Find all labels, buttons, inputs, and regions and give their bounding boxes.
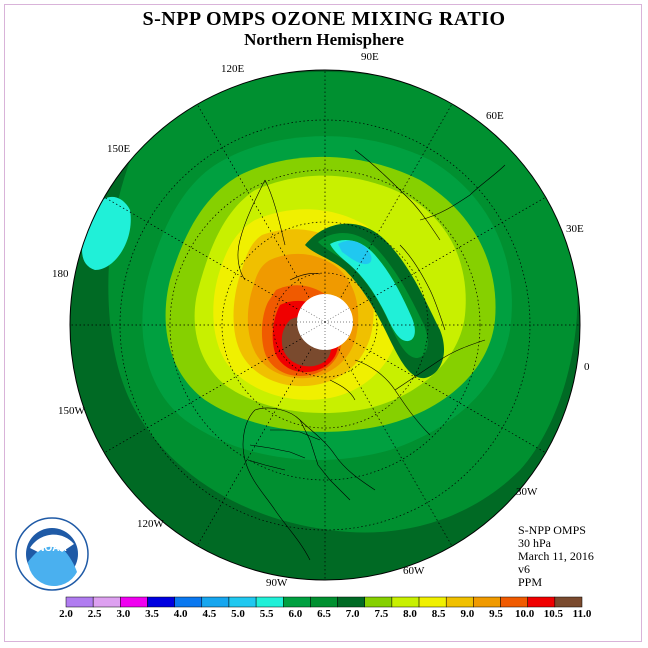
colorbar xyxy=(65,596,583,608)
coastlines xyxy=(237,149,506,561)
colorbar-tick-label: 11.0 xyxy=(572,608,592,620)
colorbar-swatch xyxy=(473,596,501,608)
colorbar-swatch xyxy=(65,596,94,608)
info-instrument: S-NPP OMPS xyxy=(518,523,586,537)
colorbar-swatch xyxy=(201,596,230,608)
colorbar-swatch xyxy=(391,596,420,608)
colorbar-tick-label: 3.0 xyxy=(116,608,131,620)
colorbar-swatch xyxy=(228,596,257,608)
colorbar-tick-label: 4.0 xyxy=(173,608,188,620)
globe-outline xyxy=(69,69,581,581)
colorbar-tick-label: 5.0 xyxy=(231,608,245,620)
lon-label-120e: 120E xyxy=(221,63,245,75)
colorbar-swatch xyxy=(283,596,311,608)
colorbar-swatch xyxy=(147,596,175,608)
colorbar-tick-label: 2.5 xyxy=(87,608,102,620)
noaa-logo: NOAA xyxy=(15,517,89,591)
colorbar-tick-label: 2.0 xyxy=(59,608,73,620)
lon-label-150e: 150E xyxy=(107,143,131,155)
lon-label-90w: 90W xyxy=(266,577,288,589)
colorbar-tick-label: 9.5 xyxy=(489,608,503,620)
colorbar-tick-label: 5.5 xyxy=(259,608,274,620)
colorbar-swatch xyxy=(337,596,365,608)
colorbar-tick-label: 7.0 xyxy=(345,608,360,620)
ozone-field xyxy=(70,70,580,580)
colorbar-swatch xyxy=(174,596,203,608)
colorbar-tick-label: 8.0 xyxy=(403,608,417,620)
graticule xyxy=(70,70,580,580)
info-date: March 11, 2016 xyxy=(518,549,594,563)
colorbar-tick-label: 10.5 xyxy=(543,608,563,620)
lon-label-90e: 90E xyxy=(361,51,379,63)
lon-label-0: 0 xyxy=(584,361,590,373)
figure-frame xyxy=(4,4,642,642)
colorbar-tick-label: 8.5 xyxy=(431,608,446,620)
colorbar-swatch xyxy=(554,596,583,608)
colorbar-swatch xyxy=(527,596,556,608)
info-version: v6 xyxy=(518,562,530,576)
colorbar-swatch xyxy=(445,596,474,608)
lon-label-30w: 30W xyxy=(516,486,538,498)
info-level: 30 hPa xyxy=(518,536,551,550)
colorbar-tick-label: 6.0 xyxy=(288,608,303,620)
colorbar-tick-label: 9.0 xyxy=(460,608,475,620)
colorbar-tick-label: 7.5 xyxy=(374,608,389,620)
colorbar-tick-label: 4.5 xyxy=(202,608,217,620)
colorbar-swatch xyxy=(255,596,284,608)
lon-label-60e: 60E xyxy=(486,110,504,122)
colorbar-swatch xyxy=(120,596,148,608)
colorbar-swatch xyxy=(500,596,528,608)
lon-label-30e: 30E xyxy=(566,223,584,235)
colorbar-tick-label: 10.0 xyxy=(515,608,535,620)
colorbar-swatch xyxy=(310,596,338,608)
colorbar-tick-label: 3.5 xyxy=(145,608,159,620)
noaa-logo-text: NOAA xyxy=(37,543,66,554)
map-subtitle: Northern Hemisphere xyxy=(244,30,404,49)
lon-label-150w: 150W xyxy=(58,405,85,417)
colorbar-swatch xyxy=(364,596,393,608)
colorbar-swatch xyxy=(92,596,121,608)
lon-label-180: 180 xyxy=(52,268,69,280)
lon-label-120w: 120W xyxy=(137,518,164,530)
map-title: S-NPP OMPS OZONE MIXING RATIO xyxy=(142,8,506,30)
info-units: PPM xyxy=(518,575,543,589)
lon-label-60w: 60W xyxy=(403,565,425,577)
colorbar-tick-label: 6.5 xyxy=(317,608,331,620)
colorbar-swatch xyxy=(418,596,447,608)
